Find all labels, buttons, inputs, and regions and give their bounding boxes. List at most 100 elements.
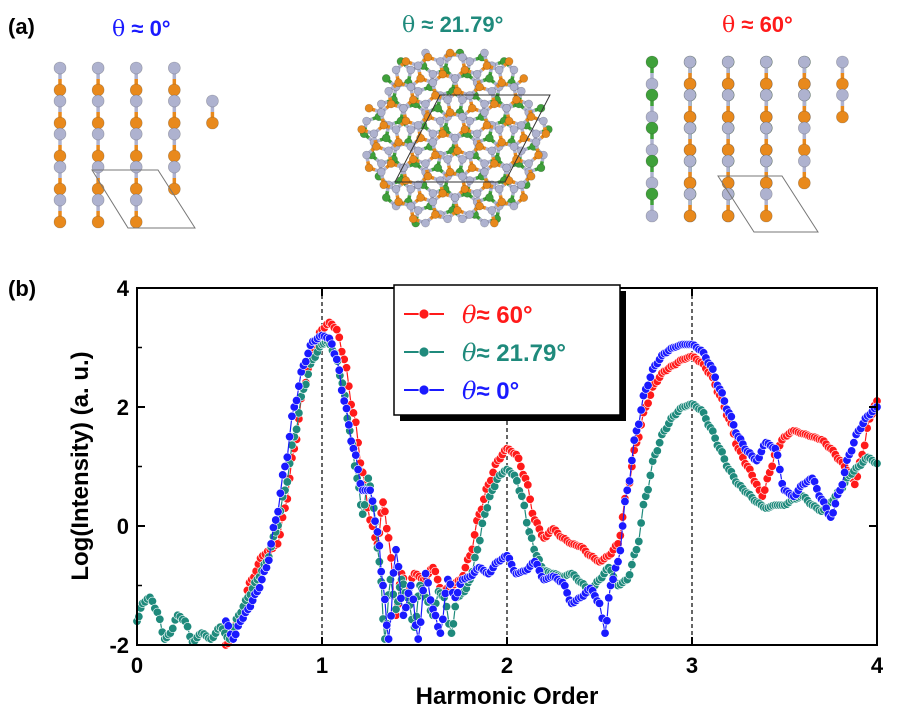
data-point [406, 580, 416, 590]
atom [759, 209, 773, 223]
data-point [840, 467, 850, 477]
data-point [342, 403, 352, 413]
data-point [719, 396, 729, 406]
atom [450, 74, 460, 83]
atom [683, 121, 697, 135]
atom [526, 172, 536, 181]
atom [721, 88, 735, 102]
data-point [629, 445, 639, 455]
atom [494, 125, 504, 134]
data-point [430, 566, 440, 576]
data-point [608, 574, 618, 584]
atom [502, 163, 511, 173]
data-point [384, 634, 394, 644]
data-point [645, 470, 655, 480]
data-point [726, 412, 736, 422]
atom [381, 133, 391, 143]
data-point [517, 491, 527, 501]
atom [465, 176, 475, 185]
atom [364, 163, 374, 173]
atom [524, 159, 533, 168]
data-point [830, 499, 840, 509]
data-point [303, 348, 313, 358]
atom [381, 74, 391, 83]
data-point [257, 575, 267, 585]
series-2 [221, 331, 882, 644]
theta-symbol: θ [112, 17, 126, 42]
data-point [287, 411, 297, 421]
atom [381, 193, 391, 202]
atom [416, 193, 425, 202]
data-point [351, 450, 361, 460]
data-point [393, 562, 403, 572]
data-point [625, 476, 635, 486]
data-point [423, 578, 433, 588]
data-point [386, 611, 396, 621]
panel-a-label: (a) [8, 14, 35, 39]
data-point [372, 527, 382, 537]
atom [497, 78, 506, 87]
atom [480, 48, 489, 58]
atom [413, 120, 423, 130]
data-point [282, 477, 292, 487]
y-tick-label: 2 [117, 395, 129, 420]
approx-symbol: ≈ [125, 16, 150, 41]
data-point [460, 563, 470, 573]
theta-symbol: θ [722, 13, 736, 38]
atom [433, 163, 443, 173]
data-point [828, 508, 838, 518]
atom [391, 65, 401, 75]
legend-text: ≈ 0° [476, 378, 519, 405]
legend-theta: θ [462, 339, 477, 367]
atom [428, 69, 438, 79]
atom [401, 176, 411, 185]
atom [431, 150, 440, 160]
data-point [523, 480, 533, 490]
atom [519, 74, 529, 83]
atom [406, 201, 416, 211]
atom [168, 160, 181, 174]
data-point [294, 381, 304, 391]
data-point [332, 354, 342, 364]
atom [509, 201, 519, 211]
atom [759, 121, 773, 135]
data-point [710, 372, 720, 382]
data-point [636, 518, 646, 528]
data-point [255, 583, 265, 593]
x-tick-label: 3 [686, 653, 698, 678]
atom [443, 95, 452, 105]
atom [536, 163, 546, 173]
data-point [264, 555, 274, 565]
atom [413, 206, 423, 215]
data-point [360, 500, 370, 510]
atom [645, 55, 659, 69]
atom [465, 116, 475, 126]
legend-theta: θ [462, 301, 477, 329]
panel-b-label: (b) [8, 276, 37, 301]
data-point [421, 569, 431, 579]
data-point [850, 479, 860, 489]
data-point [261, 563, 271, 573]
atom [458, 171, 467, 181]
atom [683, 55, 697, 69]
data-point [384, 533, 394, 543]
atom [438, 69, 448, 79]
atom [721, 209, 735, 223]
atom [645, 88, 659, 102]
data-point [634, 536, 644, 546]
angle-value: 60° [759, 12, 793, 37]
atom [53, 160, 67, 174]
atom [53, 193, 67, 207]
atom [443, 214, 452, 224]
atom [759, 187, 773, 201]
atom [494, 65, 504, 75]
data-point [134, 612, 144, 622]
atom [517, 120, 526, 130]
atom [129, 61, 143, 75]
atom [480, 108, 489, 117]
atom [129, 193, 143, 207]
data-point [448, 619, 458, 629]
atom [369, 129, 379, 139]
top-layer [683, 55, 849, 223]
data-point [627, 560, 637, 570]
